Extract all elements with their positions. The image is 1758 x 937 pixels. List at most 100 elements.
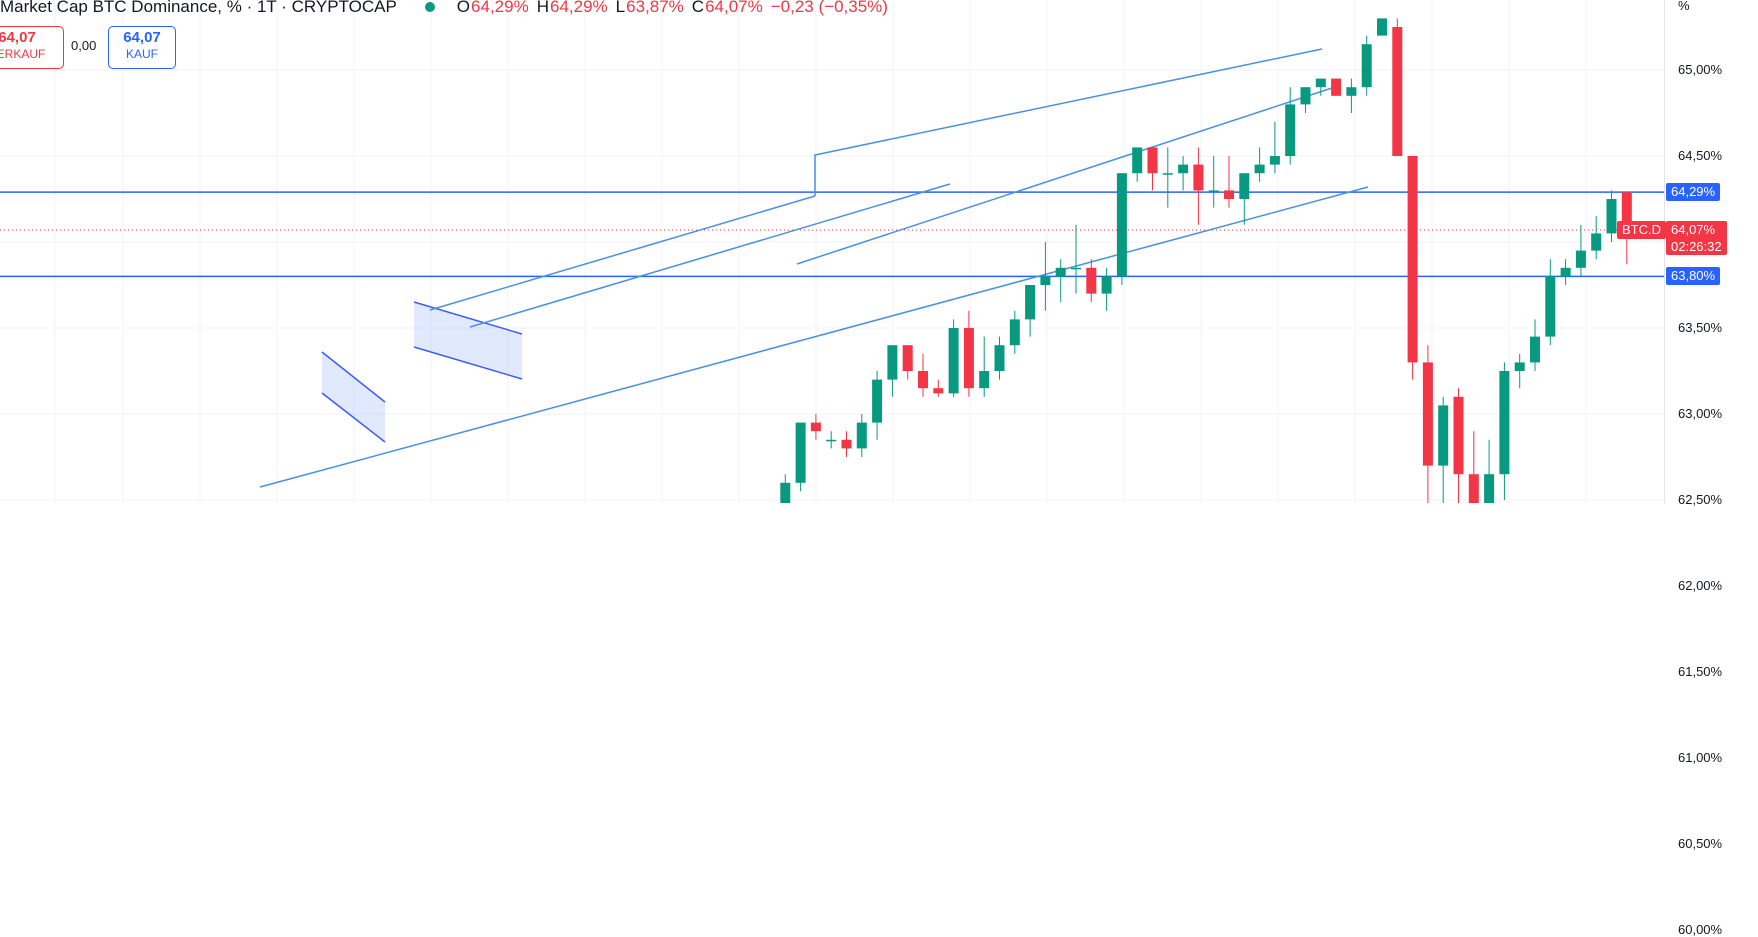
symbol-tag: BTC.D bbox=[1617, 220, 1666, 239]
candle-up[interactable] bbox=[1530, 319, 1540, 371]
candle-body bbox=[1606, 199, 1617, 234]
candle-body bbox=[979, 371, 990, 389]
candle-down[interactable] bbox=[918, 353, 928, 397]
candle-up[interactable] bbox=[1545, 259, 1556, 346]
candlestick-chart[interactable] bbox=[0, 0, 1758, 503]
trend-drawings bbox=[259, 48, 1369, 488]
candle-down[interactable] bbox=[1193, 147, 1204, 225]
candle-body bbox=[1361, 44, 1372, 88]
candle-body bbox=[1331, 78, 1342, 96]
candle-body bbox=[1162, 173, 1173, 175]
sell-button[interactable]: 64,07 VERKAUF bbox=[0, 26, 64, 69]
flag-line bbox=[413, 301, 523, 335]
candle-up[interactable] bbox=[948, 319, 959, 397]
candle-up[interactable] bbox=[1208, 156, 1219, 208]
candle-up[interactable] bbox=[872, 371, 883, 440]
candle-down[interactable] bbox=[1086, 259, 1097, 303]
candle-body bbox=[1193, 164, 1204, 191]
candle-up[interactable] bbox=[1055, 259, 1066, 303]
candle-up[interactable] bbox=[1071, 224, 1081, 294]
candle-up[interactable] bbox=[1040, 242, 1051, 311]
candle-up[interactable] bbox=[979, 336, 990, 397]
price-tick-label: 63,50% bbox=[1678, 320, 1723, 335]
candle-body bbox=[933, 388, 944, 394]
candle-up[interactable] bbox=[1315, 78, 1326, 96]
candle-up[interactable] bbox=[1377, 18, 1387, 36]
candle-up[interactable] bbox=[1239, 173, 1250, 225]
candle-up[interactable] bbox=[1101, 267, 1112, 311]
candle-body bbox=[1055, 267, 1066, 277]
buy-label: KAUF bbox=[125, 47, 158, 61]
candle-down[interactable] bbox=[1453, 388, 1464, 503]
candle-up[interactable] bbox=[1254, 147, 1265, 182]
candle-body bbox=[963, 328, 974, 389]
buy-button[interactable]: 64,07 KAUF bbox=[108, 26, 176, 69]
candle-up[interactable] bbox=[795, 422, 806, 492]
candle-up[interactable] bbox=[1269, 121, 1280, 174]
candle-down[interactable] bbox=[933, 379, 944, 397]
candle-up[interactable] bbox=[1300, 87, 1311, 113]
candle-up[interactable] bbox=[780, 474, 791, 503]
candle-up[interactable] bbox=[1132, 147, 1143, 182]
candle-up[interactable] bbox=[1514, 353, 1525, 389]
candle-up[interactable] bbox=[887, 345, 898, 397]
candle-body bbox=[1285, 104, 1296, 156]
price-tick-label: 60,00% bbox=[1678, 922, 1723, 937]
open-value: 64,29% bbox=[471, 0, 529, 16]
candle-body bbox=[1514, 362, 1525, 371]
candle-up[interactable] bbox=[1178, 156, 1189, 191]
candle-down[interactable] bbox=[1392, 18, 1403, 156]
close-key: C bbox=[691, 0, 705, 16]
symbol-title[interactable]: Market Cap BTC Dominance, % · 1T · CRYPT… bbox=[0, 0, 397, 16]
candle-down[interactable] bbox=[1224, 156, 1234, 208]
candle-down[interactable] bbox=[1468, 431, 1479, 503]
candle-up[interactable] bbox=[1560, 259, 1571, 285]
candle-body bbox=[1208, 190, 1219, 192]
symbol-header: Market Cap BTC Dominance, % · 1T · CRYPT… bbox=[0, 0, 896, 17]
candle-up[interactable] bbox=[1285, 87, 1296, 165]
price-tick-label: 62,00% bbox=[1678, 578, 1723, 593]
candle-up[interactable] bbox=[1591, 216, 1602, 260]
candle-down[interactable] bbox=[1147, 147, 1158, 191]
candle-down[interactable] bbox=[810, 414, 821, 440]
price-tick-label: 63,00% bbox=[1678, 406, 1723, 421]
close-value: 64,07% bbox=[705, 0, 763, 16]
candle-up[interactable] bbox=[1346, 78, 1357, 113]
candle-down[interactable] bbox=[1422, 345, 1433, 503]
candle-down[interactable] bbox=[841, 431, 852, 457]
candle-down[interactable] bbox=[902, 345, 913, 380]
candle-up[interactable] bbox=[1606, 190, 1617, 242]
candle-body bbox=[994, 345, 1005, 371]
candle-up[interactable] bbox=[1025, 285, 1036, 337]
candle-up[interactable] bbox=[994, 336, 1005, 380]
last-price-tag: 64,07% 02:26:32 bbox=[1666, 220, 1727, 255]
channel-top bbox=[814, 48, 1323, 196]
candle-up[interactable] bbox=[1116, 173, 1127, 285]
candles bbox=[780, 18, 1632, 503]
candle-down[interactable] bbox=[1407, 156, 1418, 380]
candle-up[interactable] bbox=[1484, 439, 1495, 503]
candle-up[interactable] bbox=[1499, 362, 1510, 500]
market-status-dot bbox=[424, 2, 435, 12]
candle-up[interactable] bbox=[1575, 224, 1586, 277]
candle-body bbox=[1591, 233, 1602, 251]
candle-body bbox=[1438, 405, 1449, 466]
candle-down[interactable] bbox=[1331, 78, 1342, 96]
price-axis-border bbox=[1664, 0, 1665, 503]
candle-up[interactable] bbox=[1361, 35, 1372, 96]
high-key: H bbox=[536, 0, 549, 16]
candle-up[interactable] bbox=[826, 431, 837, 449]
candle-body bbox=[1178, 164, 1189, 174]
last-price: 64,07% bbox=[1671, 221, 1716, 237]
candle-up[interactable] bbox=[1009, 310, 1020, 354]
candle-up[interactable] bbox=[1438, 396, 1449, 503]
candle-body bbox=[1101, 276, 1112, 294]
candle-up[interactable] bbox=[1162, 147, 1173, 208]
candle-up[interactable] bbox=[856, 414, 867, 457]
candle-body bbox=[1254, 164, 1265, 174]
trend-line bbox=[469, 183, 951, 328]
candle-body bbox=[1575, 250, 1586, 268]
candle-body bbox=[1545, 276, 1556, 337]
candle-body bbox=[1116, 173, 1127, 277]
candle-down[interactable] bbox=[963, 310, 974, 397]
